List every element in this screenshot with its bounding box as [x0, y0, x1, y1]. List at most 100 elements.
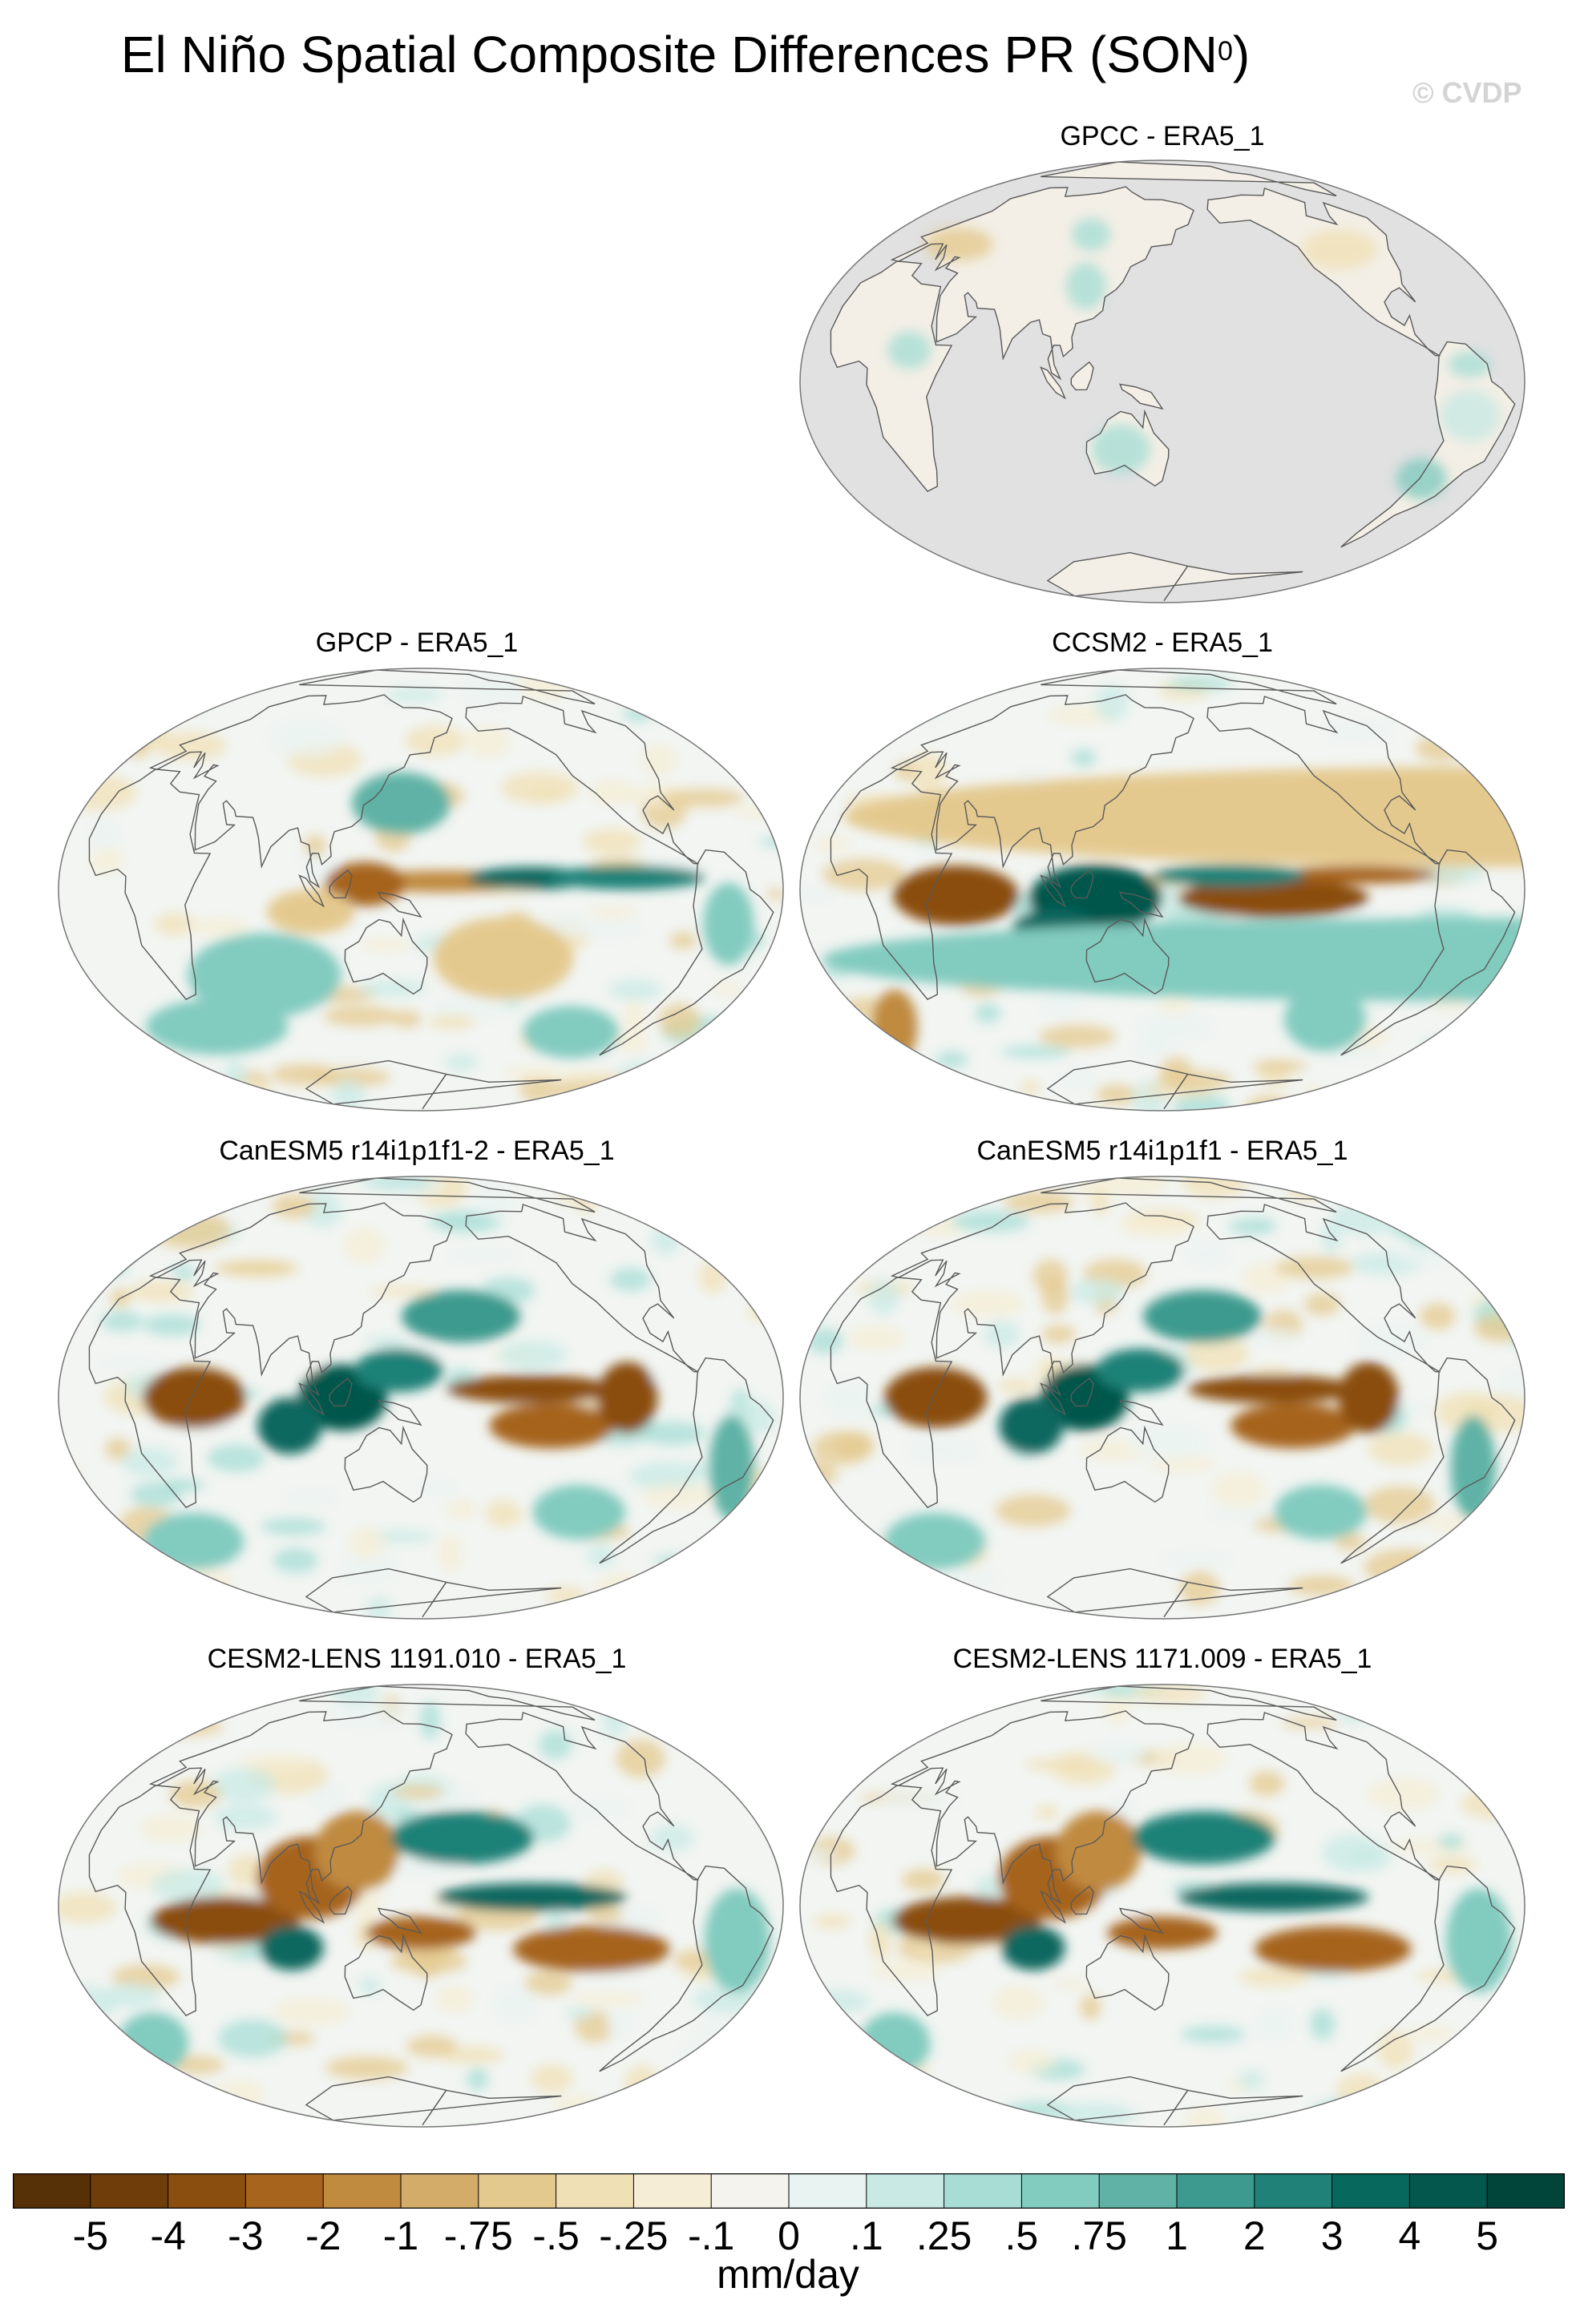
colorbar-tick-label: -4 [150, 2213, 186, 2258]
anomaly-blob [722, 1070, 751, 1087]
colorbar-swatch [1409, 2173, 1488, 2209]
coastline [299, 669, 596, 705]
anomaly-blob [893, 865, 1020, 926]
anomaly-blob [344, 1227, 386, 1264]
anomaly-blob [539, 1071, 616, 1082]
anomaly-blob [1004, 1191, 1074, 1213]
anomaly-blob [1286, 1176, 1325, 1201]
anomaly-blob [1251, 1328, 1299, 1345]
coastline [1040, 874, 1067, 908]
anomaly-blob [608, 979, 661, 1001]
colorbar-swatch [478, 2173, 557, 2209]
anomaly-blob [1173, 1093, 1231, 1111]
coastline [1070, 869, 1094, 899]
anomaly-blob [1086, 1741, 1147, 1765]
anomaly-blob [800, 1735, 823, 1751]
anomaly-blob [269, 720, 344, 757]
anomaly-blob [659, 1003, 701, 1039]
anomaly-blob [603, 1702, 627, 1738]
coastline [1085, 1425, 1170, 1503]
anomaly-blob [524, 1971, 572, 1995]
anomaly-blob [59, 1242, 114, 1265]
coastline [305, 1059, 562, 1110]
anomaly-blob [1458, 1546, 1479, 1577]
colorbar [13, 2173, 1565, 2209]
colorbar-tick-label: 1 [1166, 2213, 1188, 2258]
colorbar-tick-label: 0 [778, 2213, 800, 2258]
anomaly-blob [331, 1684, 379, 1705]
anomaly-blob [1416, 702, 1478, 730]
colorbar-units: mm/day [717, 2252, 859, 2297]
anomaly-blob [1252, 1060, 1307, 1072]
anomaly-blob [775, 1607, 783, 1619]
coastline [1046, 1059, 1303, 1110]
anomaly-blob [1469, 676, 1525, 691]
anomaly-blob [806, 1989, 870, 2014]
map-panel-cesm2-a [58, 1684, 784, 2128]
land-fill [1041, 162, 1337, 196]
anomaly-blob [1096, 1348, 1185, 1392]
colorbar-tick-label: -1 [382, 2213, 419, 2258]
anomaly-blob [871, 1959, 943, 1981]
watermark: © CVDP [1412, 76, 1522, 109]
anomaly-blob [984, 1320, 1020, 1349]
anomaly-blob [421, 1479, 456, 1496]
anomaly-blob [822, 918, 1525, 1002]
anomaly-blob [1065, 262, 1106, 310]
anomaly-blob [703, 882, 754, 966]
anomaly-blob [1180, 2026, 1245, 2043]
map-outline [799, 159, 1525, 603]
anomaly-blob [659, 1081, 715, 1111]
colorbar-swatch [1487, 2173, 1565, 2209]
coastline [344, 917, 428, 995]
anomaly-blob [992, 1985, 1045, 2020]
coastline [88, 769, 212, 1000]
anomaly-blob [446, 1499, 477, 1519]
anomaly-blob [1471, 2110, 1492, 2127]
panel-title-canesm5-b: CanESM5 r14i1p1f1 - ERA5_1 [976, 1136, 1348, 1166]
anomaly-blob [641, 1484, 717, 1508]
anomaly-blob [731, 696, 783, 727]
anomaly-blob [446, 1248, 520, 1261]
anomaly-blob [1471, 1066, 1525, 1097]
anomaly-blob [190, 918, 250, 937]
anomaly-blob [1300, 1085, 1326, 1098]
anomaly-blob [1368, 1432, 1433, 1466]
map-outline [58, 1684, 784, 2128]
anomaly-blob [1001, 1925, 1065, 1971]
anomaly-blob [214, 1804, 277, 1830]
anomaly-blob [405, 725, 466, 757]
coastline [1085, 409, 1170, 487]
coastline [599, 849, 774, 1056]
anomaly-blob [907, 668, 975, 686]
anomaly-blob [1249, 1771, 1285, 1797]
anomaly-blob [629, 1461, 703, 1491]
anomaly-blob [1051, 1979, 1092, 1990]
coastline [1085, 917, 1170, 995]
coastline [1206, 696, 1441, 865]
anomaly-blob [180, 680, 208, 708]
coastline [305, 2076, 562, 2126]
anomaly-blob [1128, 1425, 1210, 1459]
anomaly-blob [588, 906, 638, 918]
anomaly-blob [1153, 1743, 1227, 1775]
anomaly-blob [207, 1444, 265, 1472]
anomaly-blob [349, 1527, 386, 1559]
anomaly-blob [1390, 1219, 1460, 1241]
anomaly-blob [902, 1868, 945, 1891]
anomaly-blob [654, 1065, 729, 1087]
anomaly-blob [146, 999, 289, 1055]
anomaly-blob [1288, 1575, 1355, 1596]
anomaly-blob [834, 1540, 896, 1575]
anomaly-blob [311, 1783, 346, 1810]
colorbar-swatch [13, 2173, 91, 2209]
anomaly-blob [100, 1311, 143, 1332]
coastline [329, 1377, 353, 1407]
coastline [299, 1177, 596, 1213]
anomaly-blob [491, 1986, 537, 2024]
coastline [599, 1357, 774, 1564]
coastline [1046, 551, 1303, 602]
anomaly-blob [139, 1814, 203, 1842]
anomaly-blob [548, 865, 705, 890]
anomaly-blob [1431, 728, 1508, 744]
